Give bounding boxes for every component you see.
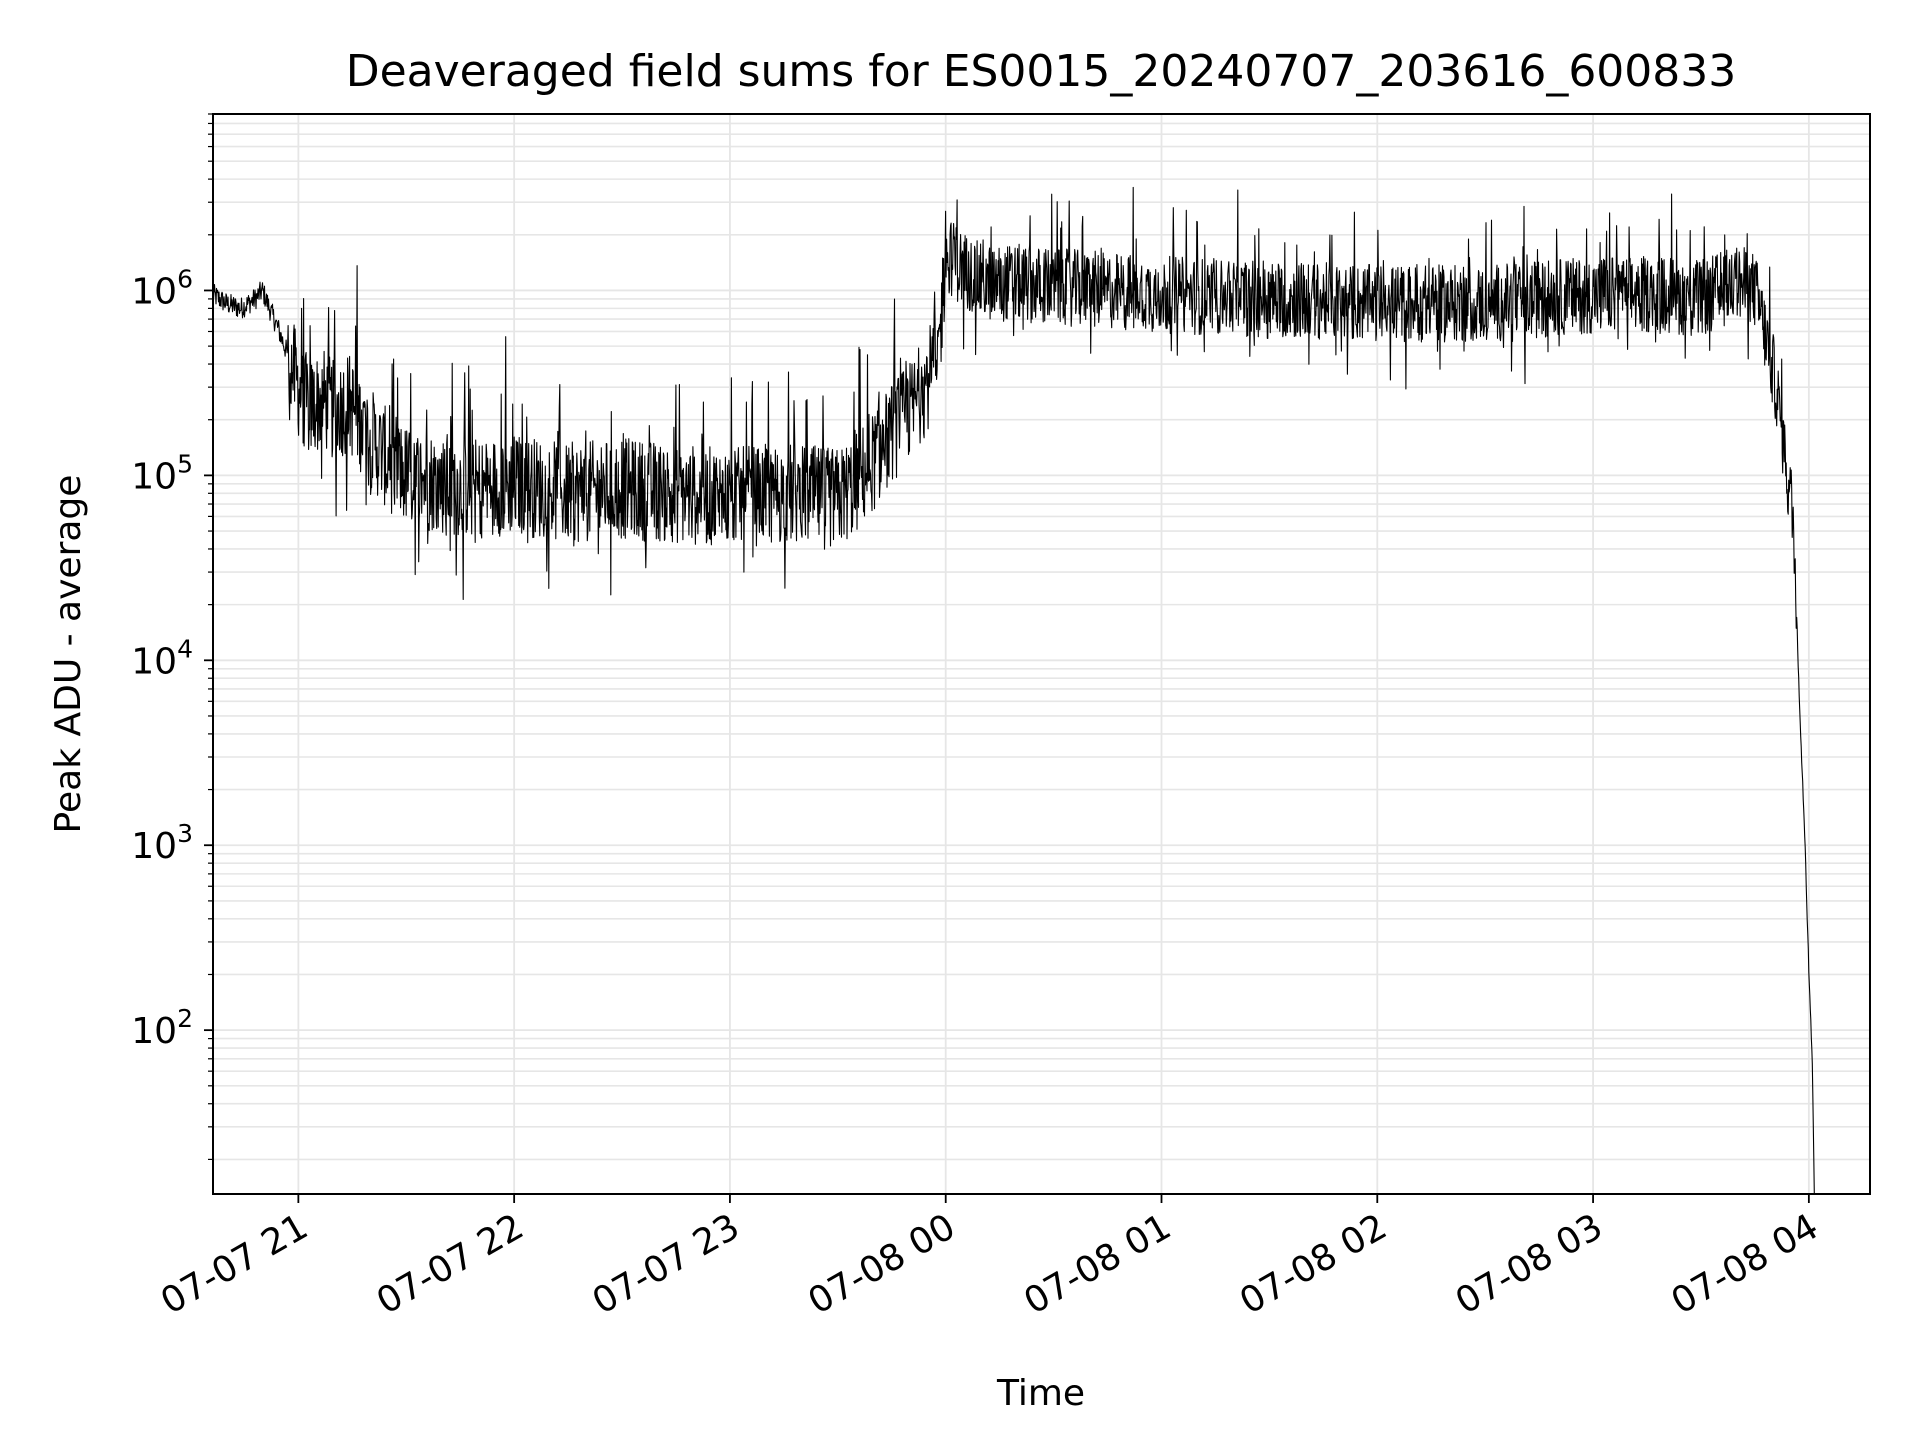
y-tick-label: 102 xyxy=(131,1004,193,1052)
y-axis-ticks: 102 103 104 105 106 xyxy=(131,113,213,1161)
chart-title: Deaveraged field sums for ES0015_2024070… xyxy=(346,46,1737,97)
y-tick-label: 105 xyxy=(131,449,193,497)
series-line xyxy=(212,186,1815,1195)
x-axis-label: Time xyxy=(996,1373,1085,1414)
y-tick-label: 103 xyxy=(131,819,193,867)
y-tick-label: 106 xyxy=(131,264,193,312)
y-axis-label: Peak ADU - average xyxy=(48,475,89,834)
plot-frame xyxy=(212,113,1871,1195)
y-tick-label: 104 xyxy=(131,634,193,682)
